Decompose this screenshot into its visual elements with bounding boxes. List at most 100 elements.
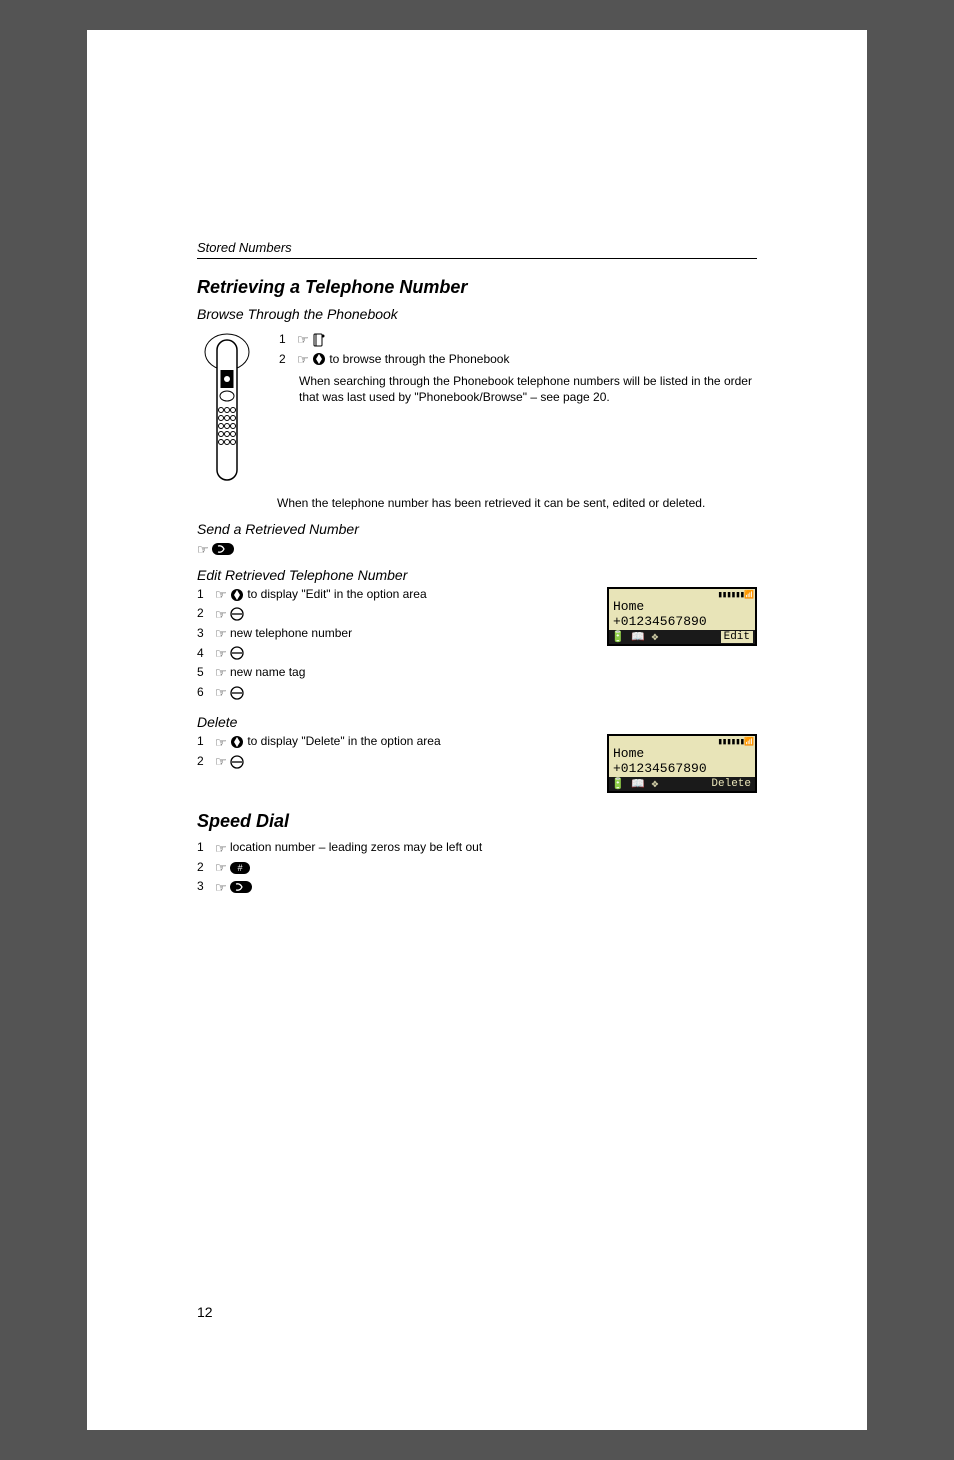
step-text: to browse through the Phonebook <box>329 352 509 366</box>
step-number: 2 <box>197 606 209 622</box>
step-body: ☞ <box>215 685 757 701</box>
step-body: ☞ to display "Edit" in the option area <box>215 587 587 603</box>
step-number: 1 <box>197 734 209 750</box>
step-body: ☞ new name tag <box>215 665 757 681</box>
lcd-edit-screenshot: ▮▮▮▮▮▮📶 Home +01234567890 🔋 📖 ✥ Edit <box>607 587 757 646</box>
press-icon: ☞ <box>215 627 227 640</box>
lcd-line-number: +01234567890 <box>609 615 755 630</box>
section-title-retrieving: Retrieving a Telephone Number <box>197 277 757 298</box>
step-number: 4 <box>197 646 209 662</box>
press-icon: ☞ <box>215 608 227 621</box>
press-icon: ☞ <box>215 861 227 874</box>
edit-step-6: 6 ☞ <box>197 685 757 701</box>
scroll-key-icon <box>230 588 244 602</box>
phonebook-key-icon <box>312 333 326 347</box>
page-number: 12 <box>197 1304 213 1320</box>
browse-steps: 1 ☞ 2 ☞ to browse through the Phonebook … <box>279 332 757 412</box>
step-body: ☞ <box>297 332 757 348</box>
phone-illustration <box>197 332 267 487</box>
browse-step-1: 1 ☞ <box>279 332 757 348</box>
edit-step-2: 2 ☞ <box>197 606 587 622</box>
press-icon: ☞ <box>215 686 227 699</box>
subsection-send-title: Send a Retrieved Number <box>197 521 757 537</box>
section-title-speed-dial: Speed Dial <box>197 811 757 832</box>
step-body: ☞ <box>215 606 587 622</box>
press-icon: ☞ <box>297 333 309 346</box>
lcd-status-bar: 🔋 📖 ✥ Edit <box>609 630 755 644</box>
step-number: 1 <box>279 332 291 348</box>
press-icon: ☞ <box>215 755 227 768</box>
step-text: to display "Delete" in the option area <box>247 734 440 748</box>
lcd-option-label: Edit <box>721 631 753 643</box>
ok-key-icon <box>230 755 244 769</box>
ok-key-icon <box>230 686 244 700</box>
step-body: ☞ <box>215 879 757 895</box>
speed-step-2: 2 ☞ # <box>197 860 757 876</box>
svg-text:#: # <box>237 863 242 873</box>
subsection-delete-title: Delete <box>197 714 757 730</box>
lcd-screen: ▮▮▮▮▮▮📶 Home +01234567890 🔋 📖 ✥ Edit <box>607 587 757 646</box>
step-text: new name tag <box>230 665 305 679</box>
subsection-edit-title: Edit Retrieved Telephone Number <box>197 567 757 583</box>
edit-step-5: 5 ☞ new name tag <box>197 665 757 681</box>
step-body: ☞ # <box>215 860 757 876</box>
browse-note-2: When the telephone number has been retri… <box>277 495 757 511</box>
press-icon: ☞ <box>297 353 309 366</box>
edit-step-3: 3 ☞ new telephone number <box>197 626 587 642</box>
lcd-status-icons: 🔋 📖 ✥ <box>611 630 658 644</box>
send-step: ☞ <box>197 541 757 557</box>
step-body: ☞ <box>215 646 587 662</box>
ok-key-icon <box>230 607 244 621</box>
step-body: ☞ to browse through the Phonebook <box>297 352 757 368</box>
edit-step-1: 1 ☞ to display "Edit" in the option area <box>197 587 587 603</box>
lcd-screen: ▮▮▮▮▮▮📶 Home +01234567890 🔋 📖 ✥ Delete <box>607 734 757 793</box>
lcd-delete-screenshot: ▮▮▮▮▮▮📶 Home +01234567890 🔋 📖 ✥ Delete <box>607 734 757 793</box>
hash-key-icon: # <box>230 862 250 874</box>
speed-step-3: 3 ☞ <box>197 879 757 895</box>
browse-block: 1 ☞ 2 ☞ to browse through the Phonebook … <box>197 332 757 487</box>
step-body: ☞ new telephone number <box>215 626 587 642</box>
scroll-key-icon <box>312 352 326 366</box>
lcd-line-number: +01234567890 <box>609 762 755 777</box>
lcd-status-bar: 🔋 📖 ✥ Delete <box>609 777 755 791</box>
lcd-line-name: Home <box>609 747 755 762</box>
step-body: ☞ <box>197 541 757 557</box>
step-number: 5 <box>197 665 209 681</box>
press-icon: ☞ <box>215 842 227 855</box>
press-icon: ☞ <box>215 647 227 660</box>
running-header: Stored Numbers <box>197 240 757 259</box>
step-number: 6 <box>197 685 209 701</box>
delete-step-1: 1 ☞ to display "Delete" in the option ar… <box>197 734 587 750</box>
send-key-icon <box>230 881 252 893</box>
browse-note-1: When searching through the Phonebook tel… <box>299 373 757 405</box>
step-text: to display "Edit" in the option area <box>247 587 426 601</box>
delete-step-2: 2 ☞ <box>197 754 587 770</box>
step-body: ☞ <box>215 754 587 770</box>
edit-step-4: 4 ☞ <box>197 646 587 662</box>
press-icon: ☞ <box>197 543 209 556</box>
step-body: ☞ location number – leading zeros may be… <box>215 840 757 856</box>
press-icon: ☞ <box>215 666 227 679</box>
step-body: ☞ to display "Delete" in the option area <box>215 734 587 750</box>
step-text: new telephone number <box>230 626 352 640</box>
step-number: 2 <box>279 352 291 368</box>
lcd-option-label: Delete <box>709 778 753 790</box>
step-number: 1 <box>197 840 209 856</box>
scroll-key-icon <box>230 735 244 749</box>
press-icon: ☞ <box>215 881 227 894</box>
step-number: 2 <box>197 860 209 876</box>
step-number: 1 <box>197 587 209 603</box>
browse-step-2: 2 ☞ to browse through the Phonebook <box>279 352 757 368</box>
ok-key-icon <box>230 646 244 660</box>
step-number: 2 <box>197 754 209 770</box>
press-icon: ☞ <box>215 736 227 749</box>
speed-step-1: 1 ☞ location number – leading zeros may … <box>197 840 757 856</box>
subsection-browse-title: Browse Through the Phonebook <box>197 306 757 322</box>
step-text: location number – leading zeros may be l… <box>230 840 482 854</box>
manual-page: Stored Numbers Retrieving a Telephone Nu… <box>87 30 867 1430</box>
send-key-icon <box>212 543 234 555</box>
lcd-line-name: Home <box>609 600 755 615</box>
lcd-status-icons: 🔋 📖 ✥ <box>611 777 658 791</box>
press-icon: ☞ <box>215 588 227 601</box>
step-number: 3 <box>197 879 209 895</box>
